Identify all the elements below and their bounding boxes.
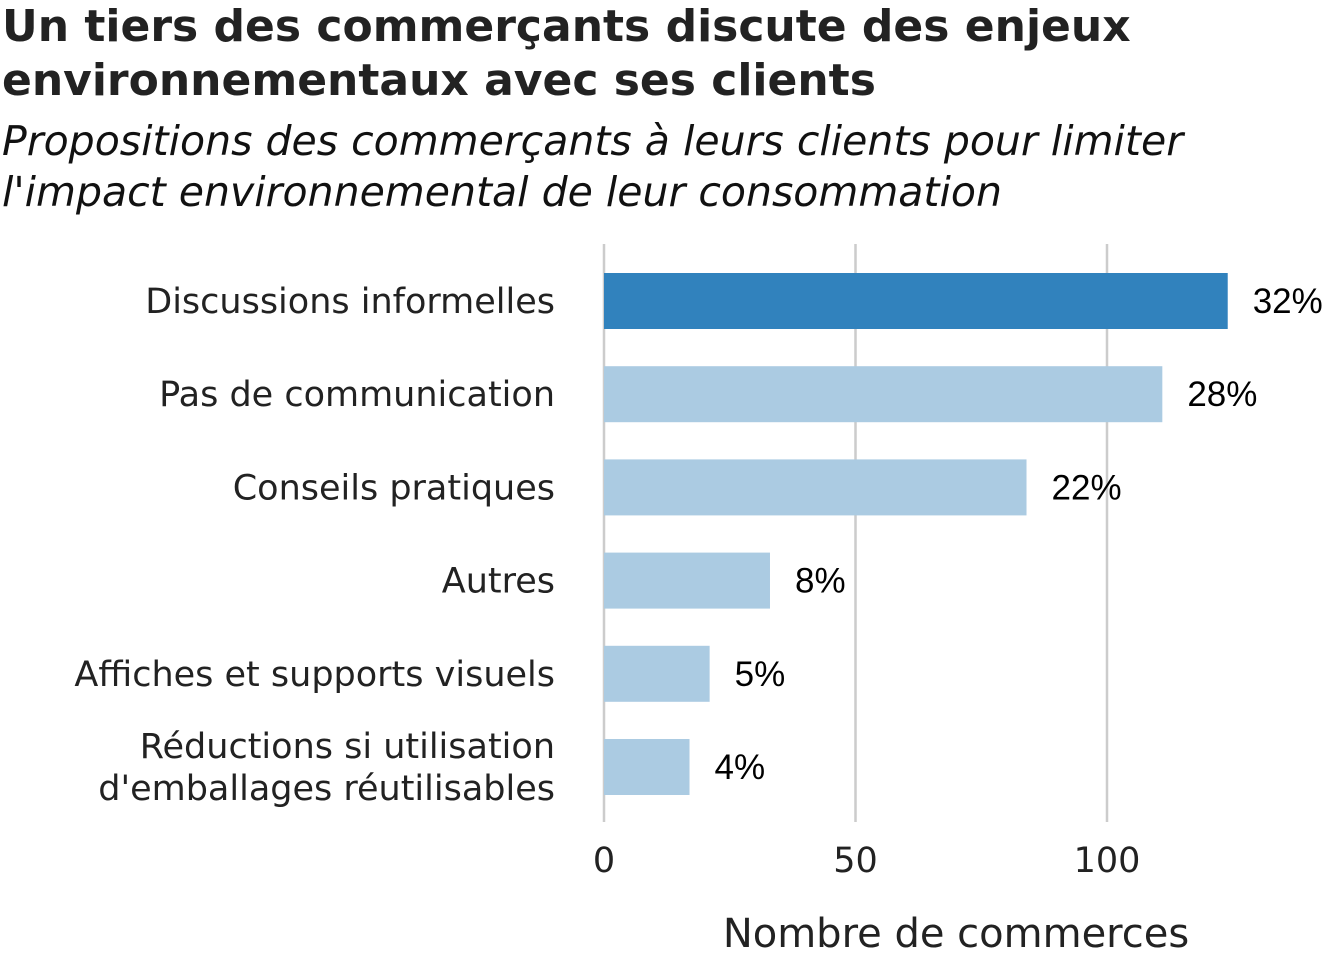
value-labels: 32% 28% 22% 8% 5% 4% xyxy=(715,282,1323,787)
x-axis-ticks: 0 50 100 xyxy=(593,841,1141,881)
category-labels: Discussions informelles Pas de communicat… xyxy=(74,282,555,809)
category-label: Conseils pratiques xyxy=(233,468,555,508)
bar xyxy=(604,739,690,795)
x-tick-label: 100 xyxy=(1074,841,1141,881)
x-tick-label: 50 xyxy=(833,841,878,881)
x-tick-label: 0 xyxy=(593,841,615,881)
bar xyxy=(604,459,1027,516)
value-label: 8% xyxy=(795,562,846,601)
category-label: Réductions si utilisation d'emballages ré… xyxy=(98,727,555,809)
category-label: Autres xyxy=(442,562,555,602)
chart-title: Un tiers des commerçants discute des enj… xyxy=(2,1,1131,106)
bar xyxy=(604,645,710,702)
x-axis-title: Nombre de commerces xyxy=(723,911,1189,957)
chart-subtitle: Propositions des commerçants à leurs cli… xyxy=(2,117,1184,216)
category-label: Affiches et supports visuels xyxy=(74,655,555,695)
bars xyxy=(604,273,1228,795)
value-label: 22% xyxy=(1052,468,1122,507)
bar xyxy=(604,273,1228,329)
value-label: 4% xyxy=(715,748,766,787)
bar xyxy=(604,366,1163,423)
value-label: 5% xyxy=(735,655,786,694)
value-label: 28% xyxy=(1187,375,1257,414)
category-label: Pas de communication xyxy=(159,375,555,415)
bar xyxy=(604,552,770,609)
value-label: 32% xyxy=(1253,282,1323,321)
category-label: Discussions informelles xyxy=(145,282,555,322)
gridlines xyxy=(602,244,1109,822)
